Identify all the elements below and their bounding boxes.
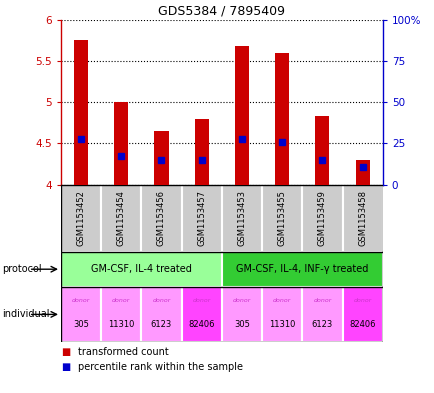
Bar <box>181 185 221 252</box>
Bar <box>154 131 168 185</box>
Bar <box>101 287 141 342</box>
Bar <box>302 185 342 252</box>
Bar <box>194 119 208 185</box>
Bar <box>141 287 181 342</box>
Text: 6123: 6123 <box>311 320 332 329</box>
Bar <box>221 287 261 342</box>
Text: 305: 305 <box>73 320 89 329</box>
Text: ■: ■ <box>61 347 70 357</box>
Text: percentile rank within the sample: percentile rank within the sample <box>78 362 243 373</box>
Text: GSM1153459: GSM1153459 <box>317 190 326 246</box>
Bar <box>234 46 248 185</box>
Bar <box>74 40 88 185</box>
Bar <box>342 287 382 342</box>
Text: 11310: 11310 <box>108 320 134 329</box>
Bar <box>101 185 141 252</box>
Text: GM-CSF, IL-4 treated: GM-CSF, IL-4 treated <box>91 264 191 274</box>
Bar <box>181 287 221 342</box>
Bar <box>315 116 329 185</box>
Text: 305: 305 <box>233 320 249 329</box>
Text: 6123: 6123 <box>151 320 172 329</box>
Text: donor: donor <box>152 298 170 303</box>
Text: GM-CSF, IL-4, INF-γ treated: GM-CSF, IL-4, INF-γ treated <box>236 264 368 274</box>
Text: GSM1153452: GSM1153452 <box>76 190 85 246</box>
Bar <box>221 185 261 252</box>
Bar <box>61 185 101 252</box>
Bar <box>61 287 101 342</box>
Text: transformed count: transformed count <box>78 347 169 357</box>
Text: 11310: 11310 <box>268 320 295 329</box>
Text: individual: individual <box>2 309 49 320</box>
Title: GDS5384 / 7895409: GDS5384 / 7895409 <box>158 4 285 17</box>
Bar <box>342 185 382 252</box>
Text: GSM1153455: GSM1153455 <box>277 190 286 246</box>
Bar <box>302 287 342 342</box>
Text: GSM1153457: GSM1153457 <box>197 190 206 246</box>
Text: donor: donor <box>273 298 291 303</box>
Bar <box>261 287 302 342</box>
Text: ■: ■ <box>61 362 70 373</box>
Text: 82406: 82406 <box>349 320 375 329</box>
Bar <box>221 252 382 287</box>
Text: donor: donor <box>192 298 210 303</box>
Bar <box>261 185 302 252</box>
Text: GSM1153458: GSM1153458 <box>357 190 366 246</box>
Text: GSM1153456: GSM1153456 <box>157 190 166 246</box>
Text: GSM1153454: GSM1153454 <box>116 190 125 246</box>
Bar <box>141 185 181 252</box>
Bar <box>355 160 369 185</box>
Text: donor: donor <box>232 298 250 303</box>
Bar <box>275 53 289 185</box>
Bar <box>114 102 128 185</box>
Text: donor: donor <box>312 298 331 303</box>
Text: GSM1153453: GSM1153453 <box>237 190 246 246</box>
Text: donor: donor <box>72 298 90 303</box>
Text: donor: donor <box>353 298 371 303</box>
Bar <box>61 252 221 287</box>
Text: donor: donor <box>112 298 130 303</box>
Text: 82406: 82406 <box>188 320 214 329</box>
Text: protocol: protocol <box>2 264 42 274</box>
